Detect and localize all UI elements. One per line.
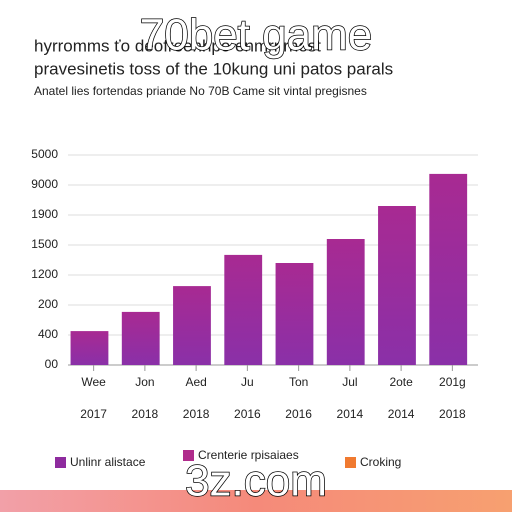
bar (70, 331, 109, 365)
legend-label: Croking (360, 455, 401, 469)
x-tick-label: 2ote (389, 375, 413, 389)
x-tick-label: Ton (289, 375, 308, 389)
y-tick-label: 1900 (31, 207, 58, 221)
y-tick-label: 1200 (31, 267, 58, 281)
watermark: 70bet game (140, 11, 372, 60)
chart-subtitle: Anatel lies fortendas priande No 70B Cam… (34, 84, 367, 98)
bar (378, 206, 416, 365)
bar (429, 173, 468, 365)
x-tick-label: Jul (342, 375, 357, 389)
bar (173, 286, 211, 365)
chart-title: hyrromms ťo deofreenhpo enmrnrnest (34, 36, 321, 55)
legend-swatch (183, 450, 194, 461)
y-tick-label: 5000 (31, 147, 58, 161)
legend: Unlinr alistace Crenterie rpisaiaes Crokin… (55, 448, 401, 469)
plot: 00 400 200 1200 1500 1900 9000 5000 Wee 2017 Jon 20… (31, 147, 478, 421)
y-tick-label: 00 (45, 357, 59, 371)
x-tick-label: Jon (135, 375, 154, 389)
legend-label: Unlinr alistace (70, 455, 146, 469)
footer-watermark: 3z.com (185, 457, 327, 506)
x-tick-year: 2014 (388, 407, 415, 421)
x-tick-year: 2016 (234, 407, 261, 421)
bar (224, 254, 263, 365)
y-tick-label: 200 (38, 297, 58, 311)
x-tick-year: 2018 (439, 407, 466, 421)
x-tick-label: Wee (81, 375, 106, 389)
bar (275, 263, 314, 365)
legend-label: Crenterie rpisaiaes (198, 448, 299, 462)
x-tick-year: 2017 (80, 407, 107, 421)
bar (326, 239, 365, 365)
bar (121, 311, 160, 365)
x-tick-year: 2018 (132, 407, 159, 421)
x-tick-label: 201g (439, 375, 466, 389)
x-tick-label: Ju (241, 375, 254, 389)
x-tick-year: 2014 (337, 407, 364, 421)
chart-title-line2: pravesinetis toss of the 10kung uni pato… (34, 59, 393, 78)
y-tick-label: 1500 (31, 237, 58, 251)
legend-swatch (55, 457, 66, 468)
x-tick-label: Aed (185, 375, 206, 389)
x-tick-year: 2018 (183, 407, 210, 421)
y-tick-label: 400 (38, 327, 58, 341)
legend-swatch (345, 457, 356, 468)
x-tick-year: 2016 (285, 407, 312, 421)
y-tick-label: 9000 (31, 177, 58, 191)
footer-band (0, 490, 512, 512)
